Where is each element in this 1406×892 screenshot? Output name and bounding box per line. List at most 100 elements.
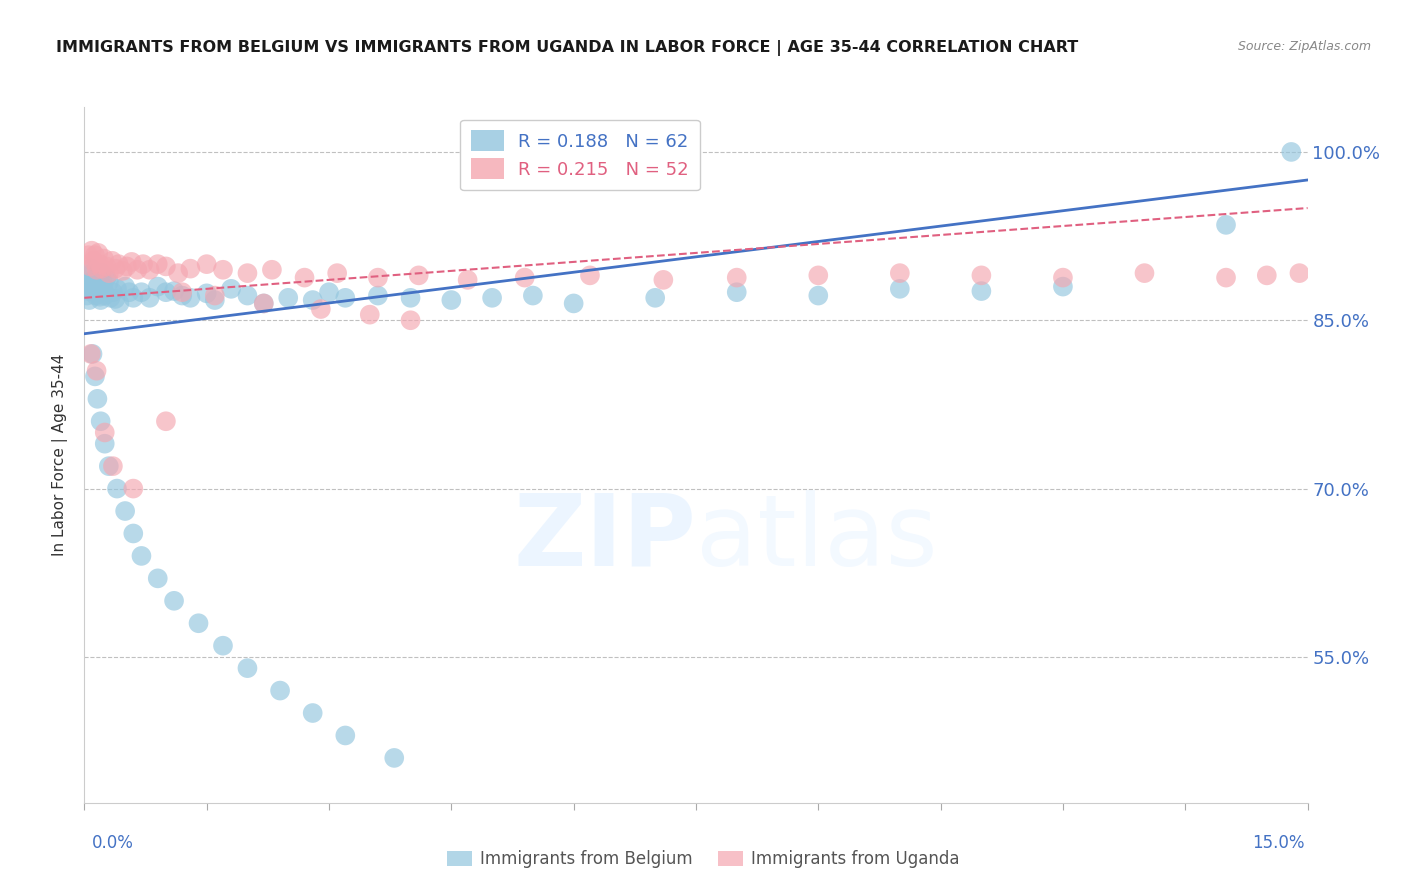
Point bbox=[212, 262, 235, 277]
Point bbox=[86, 392, 108, 406]
Point bbox=[163, 594, 186, 608]
Point bbox=[167, 266, 190, 280]
Point bbox=[105, 482, 128, 496]
Point bbox=[83, 275, 105, 289]
Point bbox=[101, 253, 124, 268]
Point bbox=[219, 282, 242, 296]
Point bbox=[294, 270, 316, 285]
Point bbox=[80, 347, 103, 361]
Point bbox=[90, 261, 112, 276]
Point bbox=[335, 729, 357, 743]
Point bbox=[481, 291, 503, 305]
Point bbox=[970, 268, 993, 283]
Point bbox=[970, 284, 993, 298]
Point bbox=[104, 261, 127, 276]
Point bbox=[122, 482, 145, 496]
Text: atlas: atlas bbox=[696, 490, 938, 587]
Point bbox=[86, 277, 108, 292]
Point bbox=[89, 257, 111, 271]
Point bbox=[889, 282, 911, 296]
Point bbox=[1133, 266, 1156, 280]
Point bbox=[725, 285, 748, 300]
Point bbox=[77, 248, 100, 262]
Point bbox=[87, 285, 110, 300]
Point bbox=[1052, 279, 1074, 293]
Text: ZIP: ZIP bbox=[513, 490, 696, 587]
Point bbox=[114, 504, 136, 518]
Point bbox=[335, 291, 357, 305]
Point bbox=[399, 291, 422, 305]
Point bbox=[1052, 270, 1074, 285]
Point bbox=[318, 285, 340, 300]
Point bbox=[309, 301, 332, 316]
Point bbox=[77, 293, 100, 307]
Point bbox=[93, 436, 117, 450]
Point bbox=[725, 270, 748, 285]
Point bbox=[104, 292, 127, 306]
Point bbox=[87, 282, 110, 296]
Point bbox=[84, 288, 107, 302]
Point bbox=[122, 291, 145, 305]
Point bbox=[101, 285, 124, 300]
Point bbox=[1288, 266, 1310, 280]
Point bbox=[807, 288, 830, 302]
Point bbox=[146, 279, 169, 293]
Point bbox=[301, 706, 323, 720]
Point bbox=[212, 639, 235, 653]
Point bbox=[101, 459, 124, 474]
Point bbox=[195, 286, 218, 301]
Point bbox=[163, 284, 186, 298]
Point bbox=[93, 425, 117, 440]
Point bbox=[79, 267, 101, 281]
Point bbox=[91, 273, 114, 287]
Point bbox=[408, 268, 430, 283]
Point bbox=[96, 260, 118, 274]
Point bbox=[87, 246, 110, 260]
Point bbox=[1215, 218, 1237, 232]
Point bbox=[260, 262, 283, 277]
Point bbox=[1279, 145, 1302, 159]
Point bbox=[253, 296, 276, 310]
Point bbox=[76, 277, 98, 292]
Point bbox=[131, 285, 153, 300]
Point bbox=[127, 262, 149, 277]
Point bbox=[84, 248, 107, 262]
Point bbox=[644, 291, 666, 305]
Point bbox=[138, 262, 160, 277]
Point bbox=[82, 274, 104, 288]
Point bbox=[114, 279, 136, 293]
Point bbox=[122, 526, 145, 541]
Point bbox=[131, 549, 153, 563]
Legend: R = 0.188   N = 62, R = 0.215   N = 52: R = 0.188 N = 62, R = 0.215 N = 52 bbox=[460, 120, 700, 190]
Point bbox=[91, 279, 114, 293]
Point bbox=[269, 683, 291, 698]
Point bbox=[84, 369, 107, 384]
Point bbox=[155, 285, 177, 300]
Text: 15.0%: 15.0% bbox=[1253, 834, 1305, 852]
Point bbox=[440, 293, 463, 307]
Point bbox=[172, 288, 194, 302]
Point bbox=[513, 270, 536, 285]
Point bbox=[93, 284, 115, 298]
Point bbox=[118, 285, 141, 300]
Point bbox=[236, 266, 259, 280]
Point bbox=[89, 290, 111, 304]
Point bbox=[93, 288, 117, 302]
Point bbox=[86, 268, 108, 283]
Point bbox=[146, 257, 169, 271]
Point bbox=[367, 288, 389, 302]
Point bbox=[138, 291, 160, 305]
Point bbox=[90, 266, 112, 280]
Point bbox=[807, 268, 830, 283]
Point bbox=[326, 266, 349, 280]
Point bbox=[253, 296, 276, 310]
Point bbox=[96, 270, 118, 285]
Point bbox=[82, 253, 104, 268]
Point bbox=[77, 284, 100, 298]
Point bbox=[80, 261, 103, 276]
Point bbox=[652, 273, 675, 287]
Point bbox=[187, 616, 209, 631]
Point bbox=[108, 296, 131, 310]
Point bbox=[579, 268, 602, 283]
Point bbox=[399, 313, 422, 327]
